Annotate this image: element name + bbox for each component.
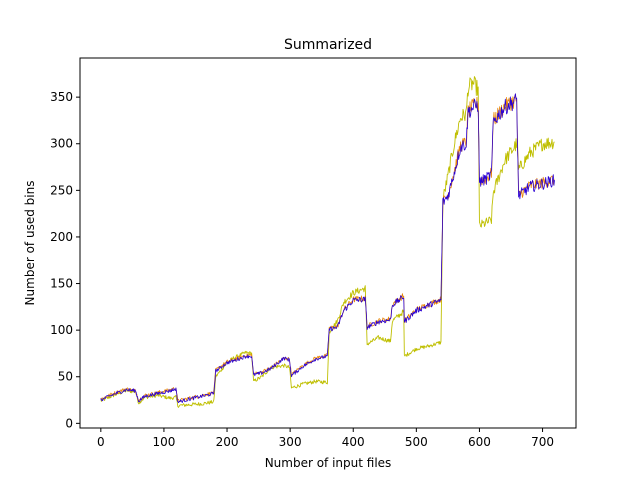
y-tick-label: 250 bbox=[50, 183, 73, 197]
y-tick-label: 200 bbox=[50, 230, 73, 244]
x-axis-ticks: 0 100 200 300 400 500 600 700 bbox=[97, 428, 554, 449]
x-tick-label: 0 bbox=[97, 435, 105, 449]
x-tick-label: 300 bbox=[279, 435, 302, 449]
y-tick-label: 0 bbox=[65, 416, 73, 430]
y-tick-label: 50 bbox=[58, 370, 73, 384]
x-tick-label: 600 bbox=[468, 435, 491, 449]
y-tick-label: 150 bbox=[50, 277, 73, 291]
y-tick-label: 350 bbox=[50, 90, 73, 104]
x-axis-label: Number of input files bbox=[265, 456, 392, 470]
y-tick-label: 300 bbox=[50, 137, 73, 151]
x-tick-label: 100 bbox=[152, 435, 175, 449]
y-axis-label: Number of used bins bbox=[23, 181, 37, 306]
chart-title: Summarized bbox=[284, 37, 372, 53]
x-tick-label: 400 bbox=[342, 435, 365, 449]
x-tick-label: 200 bbox=[216, 435, 239, 449]
y-tick-label: 100 bbox=[50, 323, 73, 337]
series-line-3 bbox=[100, 93, 555, 404]
x-tick-label: 700 bbox=[531, 435, 554, 449]
series-layer bbox=[100, 76, 555, 408]
x-tick-label: 500 bbox=[405, 435, 428, 449]
y-axis-ticks: 0 50 100 150 200 250 300 350 bbox=[50, 90, 80, 430]
plot-frame bbox=[79, 57, 577, 429]
